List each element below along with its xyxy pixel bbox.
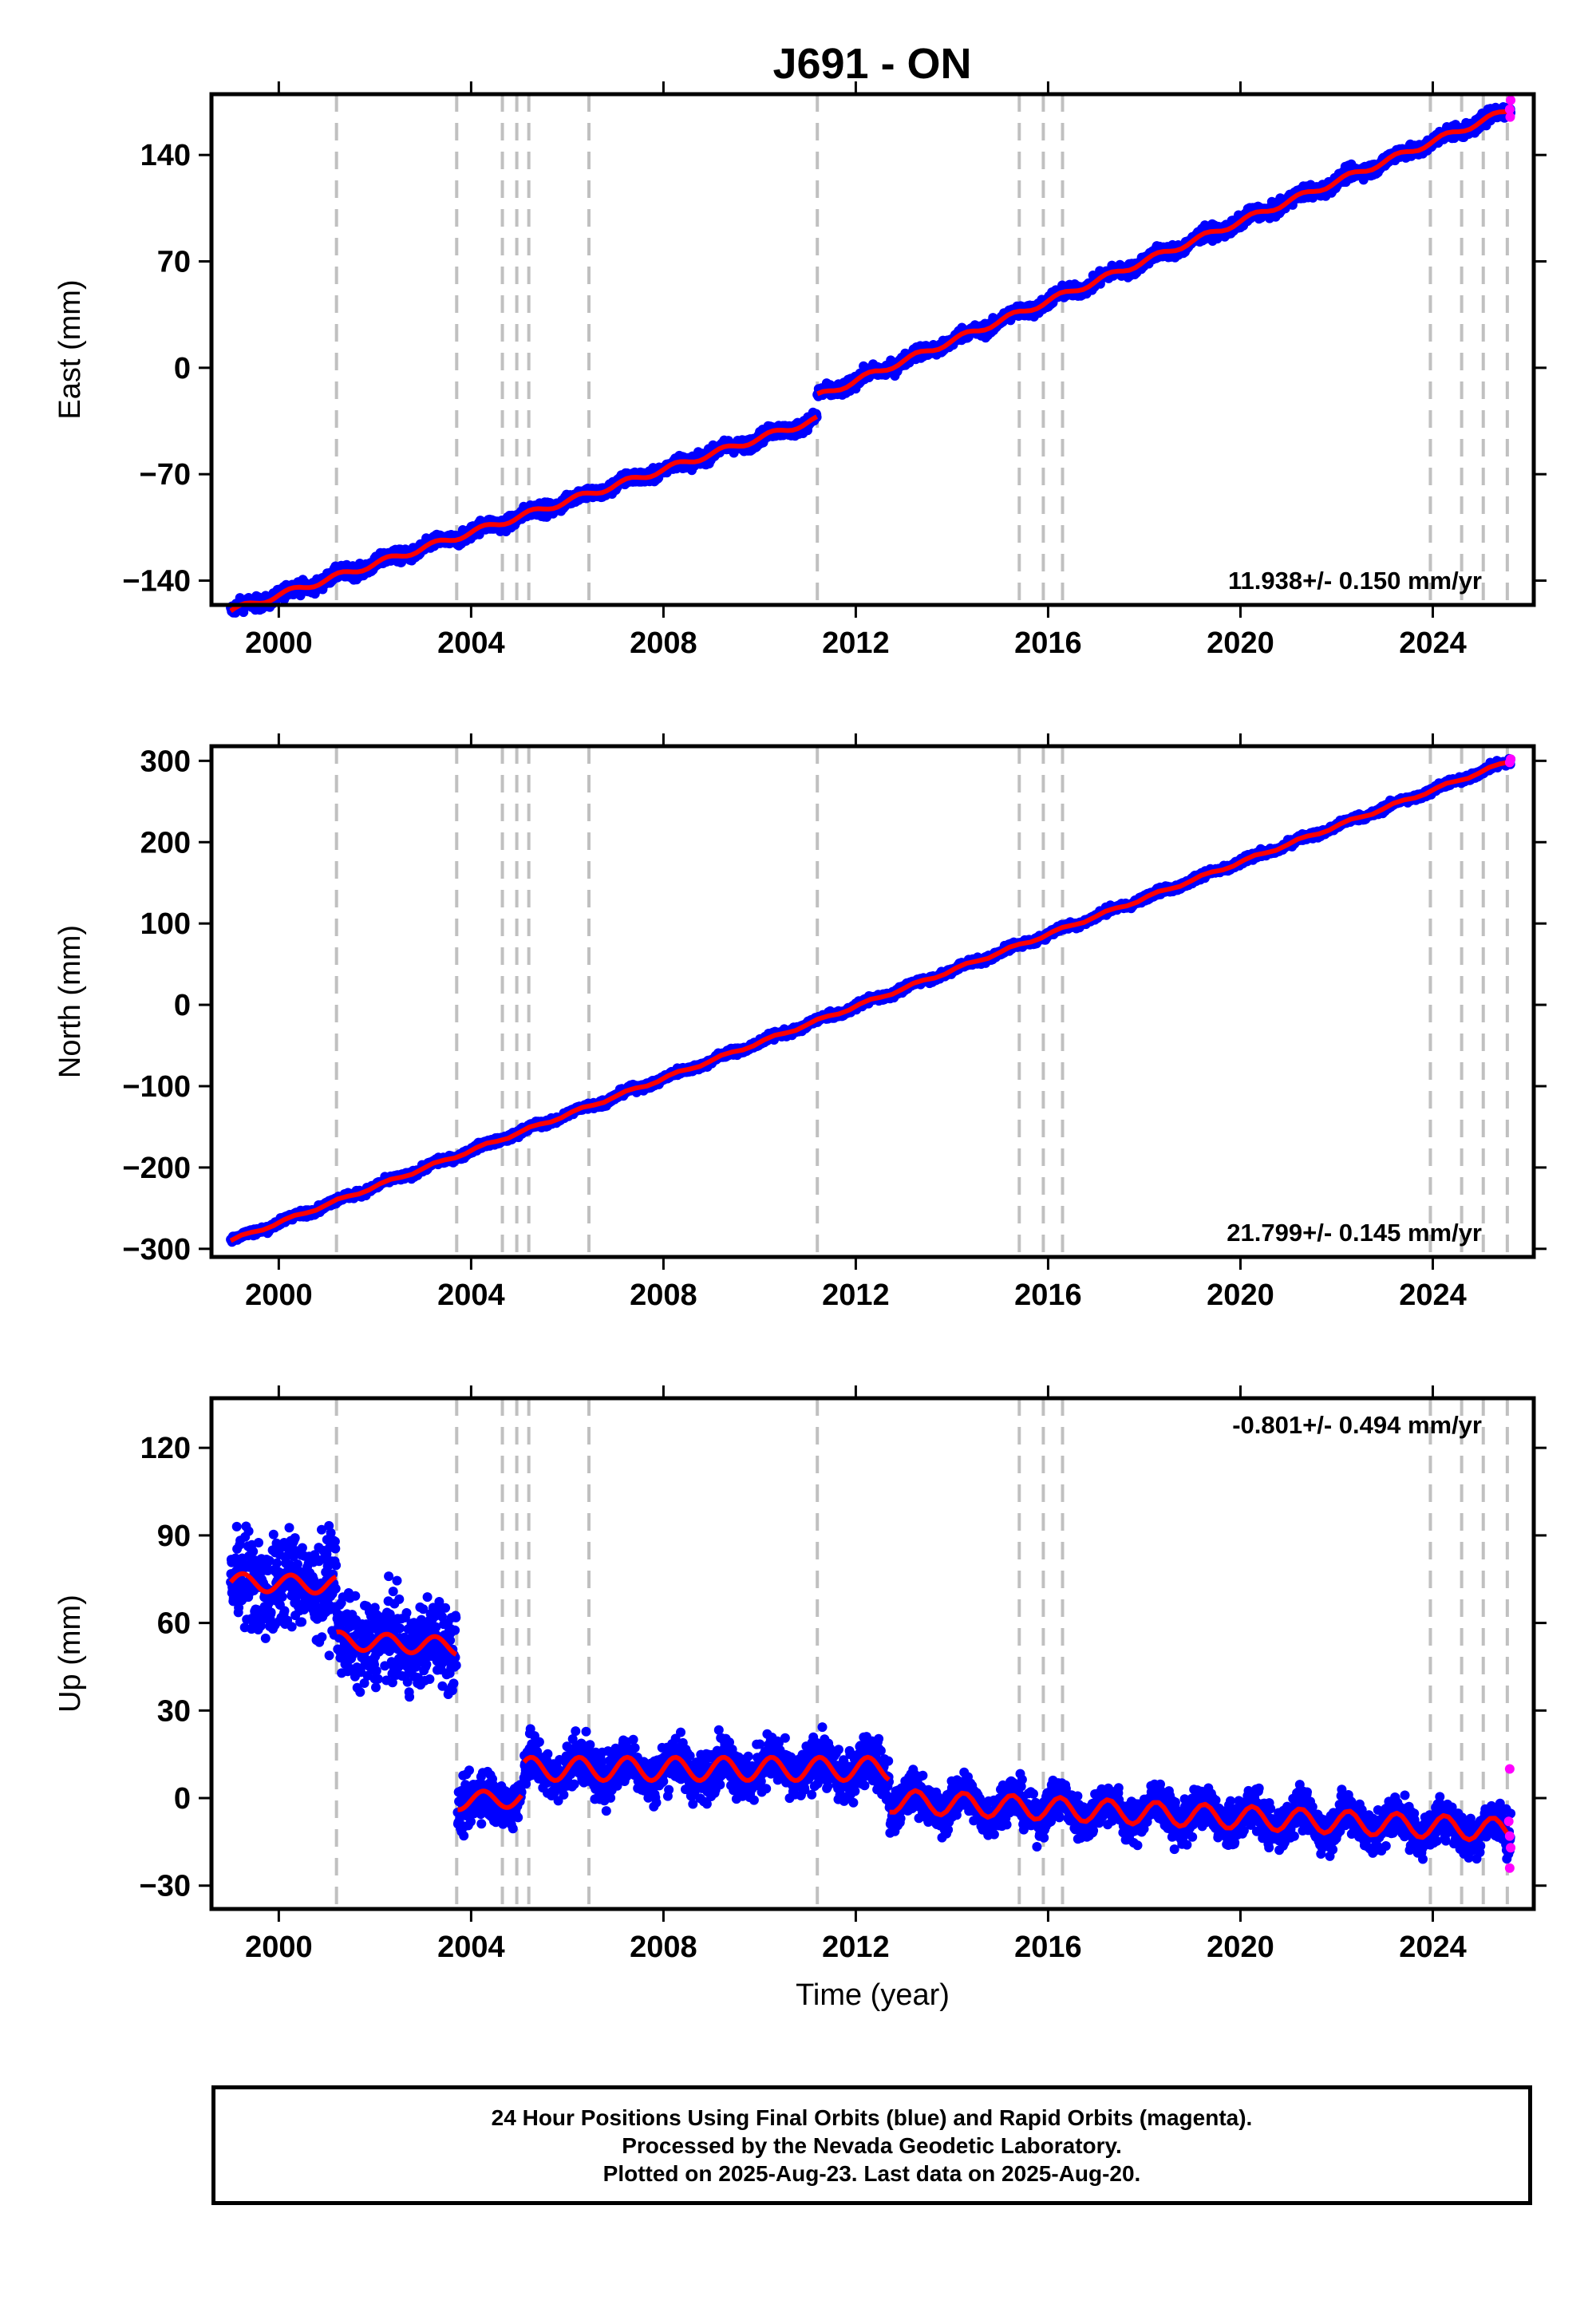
figure-title: J691 - ON bbox=[772, 40, 971, 88]
model-line bbox=[816, 109, 1511, 397]
x-tick-label: 2012 bbox=[822, 626, 890, 660]
x-tick-label: 2004 bbox=[437, 626, 505, 660]
x-tick-label: 2020 bbox=[1207, 626, 1274, 660]
final-orbit-points bbox=[226, 102, 1516, 618]
y-tick-label: −140 bbox=[122, 565, 191, 599]
x-tick-label: 2000 bbox=[245, 626, 313, 660]
y-tick-label: 70 bbox=[157, 246, 191, 279]
rapid-orbit-point bbox=[1506, 95, 1516, 105]
x-tick-label: 2016 bbox=[1014, 626, 1082, 660]
y-axis-label: East (mm) bbox=[53, 279, 87, 419]
panel-north: 2000 2004 2008 2012 2016 2020 2024−300−200−100… bbox=[53, 733, 1547, 1312]
y-tick-label: −70 bbox=[140, 458, 191, 492]
rate-label: 11.938+/- 0.150 mm/yr bbox=[1228, 567, 1482, 595]
x-tick-label: 2024 bbox=[1399, 626, 1467, 660]
rapid-orbit-point bbox=[1505, 112, 1515, 122]
panel-east: 2000 2004 2008 2012 2016 2020 2024 −140 −70 0 70 14… bbox=[53, 81, 1547, 660]
y-tick-label: 0 bbox=[174, 352, 191, 385]
y-tick-label: 140 bbox=[140, 139, 191, 172]
x-tick-label: 2008 bbox=[630, 626, 697, 660]
